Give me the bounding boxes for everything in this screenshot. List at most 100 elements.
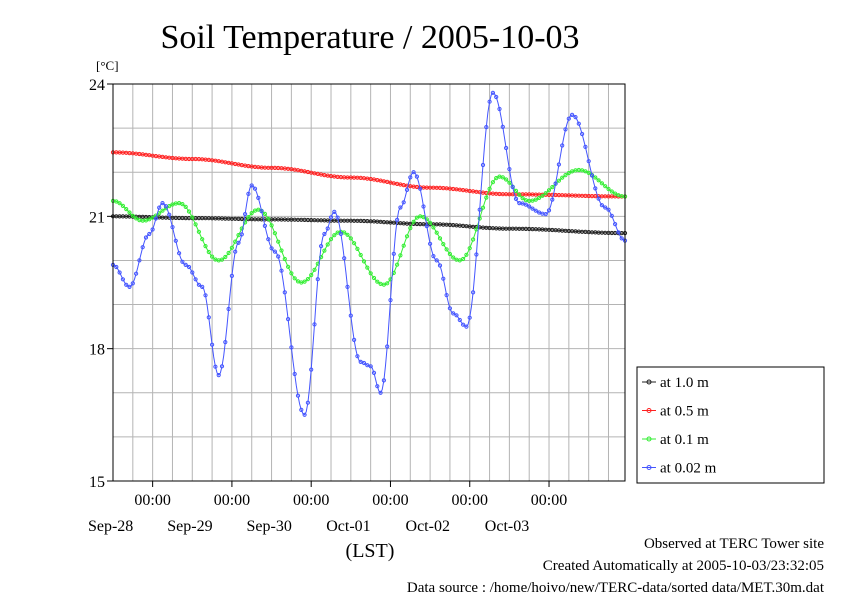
data-point	[147, 217, 152, 222]
data-point	[335, 215, 340, 220]
x-tick-day-label: Sep-29	[167, 518, 212, 535]
data-point	[312, 322, 317, 327]
data-point	[404, 187, 410, 192]
data-point	[500, 124, 505, 130]
x-tick-day-label: Oct-02	[406, 518, 450, 535]
data-point	[200, 284, 205, 289]
data-point	[183, 262, 188, 267]
data-point	[404, 234, 410, 239]
data-point	[249, 183, 254, 188]
legend: at 1.0 m at 0.5 m at 0.1 m at 0.02 m	[636, 366, 825, 484]
x-tick-time-label: 00:00	[531, 492, 567, 509]
legend-swatch-marker	[646, 465, 652, 470]
data-point	[424, 224, 429, 229]
data-point	[487, 99, 492, 104]
x-tick-day-label: Sep-28	[88, 518, 133, 535]
data-point	[180, 259, 185, 264]
data-point	[186, 264, 192, 270]
data-point	[490, 180, 495, 185]
data-point	[120, 203, 126, 208]
data-point	[117, 201, 122, 206]
data-point	[193, 222, 198, 227]
data-point	[480, 162, 486, 168]
data-point	[223, 254, 228, 260]
data-point	[616, 230, 621, 235]
x-tick-day-label: Oct-03	[485, 518, 529, 535]
data-point	[593, 186, 598, 191]
data-point	[143, 235, 149, 240]
data-point	[513, 196, 519, 201]
data-point	[239, 232, 244, 237]
data-point	[157, 205, 162, 210]
data-point	[130, 281, 135, 286]
footer-created: Created Automatically at 2005-10-03/23:3…	[542, 558, 824, 574]
data-point	[550, 185, 555, 190]
data-point	[375, 384, 380, 389]
data-point	[219, 257, 225, 262]
data-point	[401, 243, 406, 248]
data-point	[546, 188, 552, 193]
data-point	[457, 258, 462, 263]
data-point	[613, 191, 618, 196]
y-tick-label: 24	[89, 77, 105, 94]
data-point	[193, 277, 198, 282]
data-point	[510, 184, 515, 190]
data-point	[196, 282, 201, 287]
data-point	[190, 270, 195, 275]
y-axis-ticks: 15 18 21 24	[89, 77, 113, 491]
data-series	[110, 90, 628, 417]
data-point	[619, 236, 624, 241]
data-point	[203, 293, 208, 298]
data-point	[153, 216, 158, 221]
data-point	[464, 324, 469, 329]
data-point	[167, 212, 172, 217]
data-point	[490, 90, 495, 95]
data-point	[325, 242, 330, 247]
data-point	[210, 254, 215, 259]
x-tick-day-label: Oct-01	[326, 518, 370, 535]
data-point	[560, 175, 565, 180]
data-point	[137, 258, 142, 263]
legend-label: at 0.5 m	[660, 404, 709, 420]
data-point	[332, 233, 337, 238]
data-point	[355, 354, 360, 359]
data-point	[371, 370, 377, 375]
data-point	[447, 306, 452, 311]
data-point	[120, 277, 126, 282]
data-point	[596, 178, 601, 183]
series-at-0-02-m	[110, 90, 628, 417]
data-point	[418, 186, 423, 191]
data-point	[530, 206, 535, 211]
data-point	[586, 159, 591, 164]
data-point	[408, 226, 413, 231]
data-point	[322, 231, 327, 237]
data-point	[494, 94, 499, 100]
data-point	[606, 207, 611, 212]
data-point	[170, 225, 175, 230]
grid-lines	[112, 83, 625, 482]
data-point	[358, 252, 363, 258]
data-point	[206, 315, 211, 320]
data-point	[289, 271, 294, 276]
data-point	[216, 373, 221, 378]
data-point	[309, 367, 314, 372]
data-point	[352, 337, 357, 342]
data-point	[200, 237, 205, 242]
data-point	[134, 271, 139, 276]
data-point	[457, 317, 462, 323]
data-point	[117, 270, 122, 275]
x-tick-time-label: 00:00	[293, 492, 329, 509]
legend-swatch-marker	[646, 408, 652, 413]
data-point	[461, 322, 466, 327]
data-point	[163, 204, 168, 209]
y-axis-unit: [°C]	[96, 58, 119, 73]
series-at-1-0-m	[110, 214, 628, 236]
data-point	[295, 393, 301, 398]
data-point	[451, 255, 456, 260]
data-point	[414, 215, 419, 220]
data-point	[513, 188, 519, 193]
data-point	[252, 186, 258, 191]
data-point	[203, 244, 208, 249]
data-point	[543, 212, 548, 217]
